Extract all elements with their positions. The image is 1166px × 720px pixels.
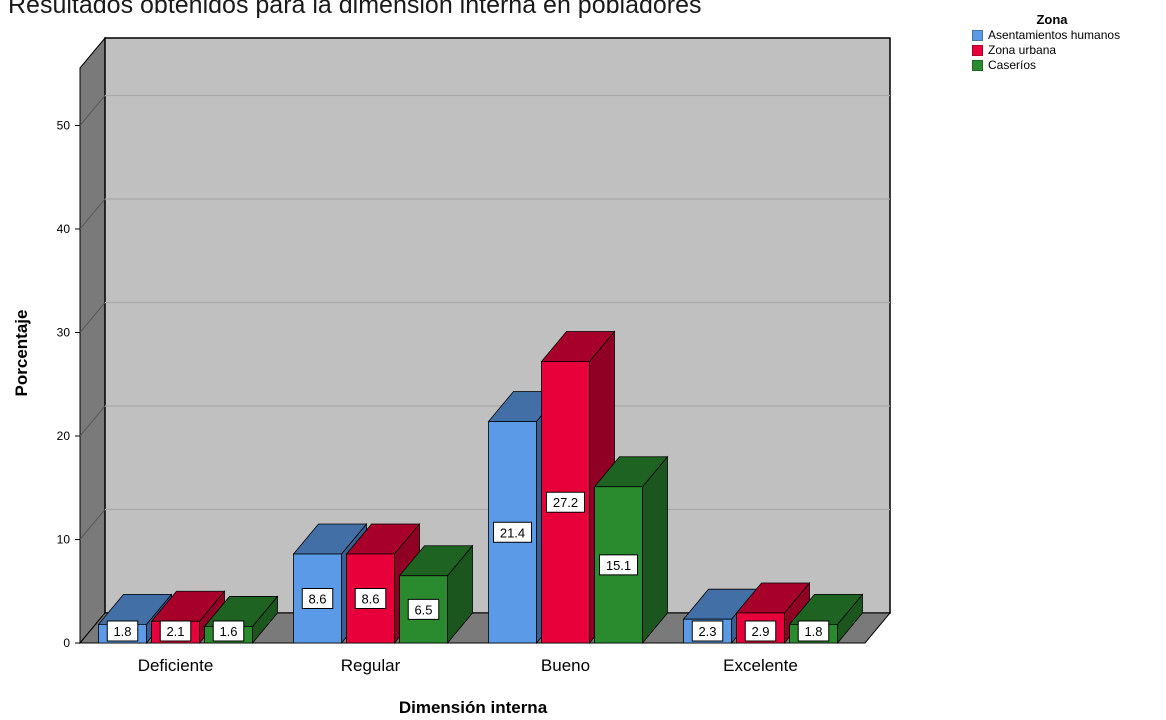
- y-axis: 0 10 20 30 40 50: [57, 119, 80, 650]
- chart-walls: [78, 36, 892, 645]
- data-label: 27.2: [553, 495, 578, 510]
- data-label: 1.8: [113, 624, 131, 639]
- x-axis: Deficiente Regular Bueno Excelente: [138, 656, 798, 675]
- data-label-box: [106, 620, 139, 642]
- left-wall: [79, 36, 106, 645]
- data-label-box: [546, 491, 585, 513]
- legend-swatch: [972, 60, 983, 71]
- x-tick-label: Bueno: [541, 656, 590, 675]
- data-label: 1.6: [219, 624, 237, 639]
- legend-items: Asentamientos humanos Zona urbana Caseríos: [972, 28, 1132, 73]
- data-label: 8.6: [361, 591, 379, 606]
- data-label: 8.6: [308, 591, 326, 606]
- data-label: 1.8: [804, 624, 822, 639]
- gridline-side: [79, 509, 106, 540]
- data-label: 15.1: [606, 558, 631, 573]
- x-tick-label: Regular: [341, 656, 401, 675]
- data-label-box: [797, 620, 830, 642]
- data-label-box: [354, 587, 387, 609]
- data-label-box: [301, 587, 334, 609]
- legend-label: Zona urbana: [988, 43, 1057, 57]
- data-label: 6.5: [414, 602, 432, 617]
- y-tick-label: 30: [57, 326, 71, 340]
- legend-label: Caseríos: [988, 58, 1037, 72]
- legend-item: Zona urbana: [972, 43, 1132, 58]
- data-label-box: [744, 620, 777, 642]
- y-tick-label: 0: [63, 636, 70, 650]
- gridline-side: [79, 302, 106, 333]
- bar-side: [642, 455, 668, 645]
- x-tick-label: Deficiente: [138, 656, 214, 675]
- legend-swatch: [972, 30, 983, 41]
- y-tick-label: 20: [57, 429, 71, 443]
- legend: Zona Asentamientos humanos Zona urbana Cas…: [972, 12, 1132, 73]
- data-label-box: [691, 620, 724, 642]
- gridline-side: [79, 198, 106, 230]
- x-axis-label: Dimensión interna: [399, 698, 548, 717]
- data-labels: 1.8 2.1 1.6 8.6 8.6 6.5 21.4 27.2 15.1 2.3 2.9 1.8: [106, 491, 830, 642]
- chart-title: Resultados obtenidos para la dimensión i…: [8, 0, 702, 19]
- x-tick-label: Excelente: [723, 656, 798, 675]
- y-tick-label: 40: [57, 222, 71, 236]
- data-label: 21.4: [500, 525, 525, 540]
- data-label-box: [493, 521, 532, 543]
- legend-label: Asentamientos humanos: [988, 28, 1121, 42]
- legend-item: Caseríos: [972, 58, 1132, 73]
- data-label-box: [599, 554, 638, 576]
- gridline-side: [79, 95, 106, 126]
- legend-swatch: [972, 45, 983, 56]
- legend-title: Zona: [1036, 12, 1068, 27]
- data-label-box: [407, 598, 440, 620]
- data-label: 2.1: [166, 624, 184, 639]
- legend-item: Asentamientos humanos: [972, 28, 1132, 43]
- data-label-box: [212, 620, 245, 642]
- y-tick-label: 50: [57, 119, 71, 133]
- data-label-box: [159, 620, 192, 642]
- gridline-side: [79, 405, 106, 437]
- data-label: 2.9: [751, 624, 769, 639]
- y-axis-label: Porcentaje: [12, 310, 31, 397]
- data-label: 2.3: [698, 624, 716, 639]
- y-tick-label: 10: [57, 533, 71, 547]
